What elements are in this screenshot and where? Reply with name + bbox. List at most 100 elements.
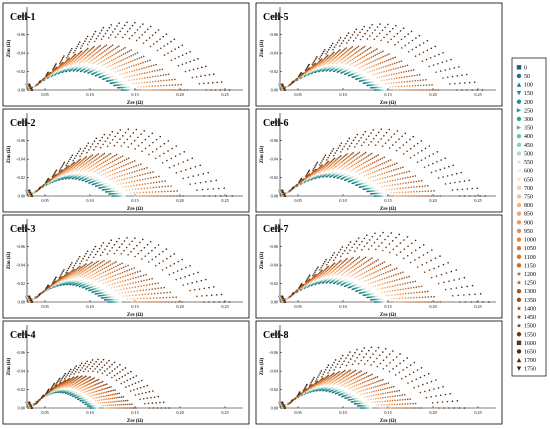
data-point xyxy=(167,301,170,303)
data-point xyxy=(148,391,151,393)
data-point xyxy=(69,51,71,54)
data-point xyxy=(93,40,96,43)
data-point xyxy=(118,246,121,249)
data-point xyxy=(93,380,96,383)
data-point xyxy=(86,51,89,54)
data-point xyxy=(173,38,176,41)
data-point xyxy=(77,160,79,163)
data-point xyxy=(145,39,148,42)
data-point xyxy=(98,277,101,279)
data-point xyxy=(132,165,135,168)
data-point xyxy=(124,33,126,36)
data-point xyxy=(123,249,125,252)
data-point xyxy=(82,380,84,383)
data-point xyxy=(101,47,103,50)
data-point xyxy=(186,89,189,91)
data-point xyxy=(152,64,155,67)
data-point xyxy=(94,380,97,382)
data-point xyxy=(127,61,130,64)
data-point xyxy=(104,32,107,35)
data-point xyxy=(106,387,109,389)
data-point xyxy=(150,182,152,184)
data-point xyxy=(114,404,117,406)
data-point xyxy=(198,288,201,290)
data-point xyxy=(151,402,154,404)
data-point xyxy=(120,288,122,291)
y-tick-label: -0.08 xyxy=(16,120,25,125)
data-point xyxy=(163,84,165,87)
data-point xyxy=(109,185,111,187)
data-point xyxy=(151,390,154,392)
data-point xyxy=(103,267,106,270)
data-point xyxy=(84,391,87,393)
data-point xyxy=(114,36,117,39)
data-point xyxy=(86,158,88,161)
data-point xyxy=(119,138,121,140)
data-point xyxy=(130,55,133,57)
data-point xyxy=(76,386,79,388)
data-point xyxy=(111,263,113,265)
data-point xyxy=(369,66,371,69)
x-tick-label: 0.05 xyxy=(41,410,48,415)
data-point xyxy=(335,59,338,61)
data-point xyxy=(171,78,173,81)
data-point xyxy=(217,187,220,190)
data-point xyxy=(138,169,141,171)
data-point xyxy=(130,79,133,81)
data-point xyxy=(67,171,69,174)
data-point xyxy=(168,166,171,169)
data-point xyxy=(203,82,205,85)
panel-frame xyxy=(2,108,250,213)
data-point xyxy=(207,82,210,84)
data-point xyxy=(131,24,134,27)
data-point xyxy=(126,237,128,239)
data-point xyxy=(168,273,171,276)
data-point xyxy=(143,385,145,388)
data-point xyxy=(52,281,55,283)
data-point xyxy=(167,140,170,142)
data-point xyxy=(117,396,119,399)
data-point xyxy=(157,190,160,193)
data-point xyxy=(112,58,115,61)
data-point xyxy=(184,70,187,73)
data-point xyxy=(111,363,113,366)
data-point xyxy=(67,174,69,176)
data-point xyxy=(82,386,85,388)
data-point xyxy=(74,49,76,52)
data-point xyxy=(77,168,79,171)
data-point xyxy=(168,84,171,87)
data-point xyxy=(129,162,132,164)
y-tick-label: -0.02 xyxy=(16,69,25,74)
data-point xyxy=(123,288,125,290)
data-point xyxy=(100,38,103,40)
data-point xyxy=(362,65,364,67)
data-point xyxy=(76,54,79,57)
data-point xyxy=(159,296,161,299)
data-point xyxy=(88,50,90,53)
data-point xyxy=(147,252,150,255)
data-point xyxy=(116,366,119,368)
data-point xyxy=(82,388,85,391)
data-point xyxy=(215,294,218,296)
data-point xyxy=(188,274,191,277)
data-point xyxy=(195,76,198,78)
data-point xyxy=(112,31,114,33)
data-point xyxy=(144,61,147,63)
data-point xyxy=(90,155,92,157)
data-point xyxy=(91,157,94,160)
data-point xyxy=(121,376,124,378)
data-point xyxy=(89,376,91,378)
y-tick-label: 0.00 xyxy=(18,194,25,199)
data-point xyxy=(30,87,33,89)
data-point xyxy=(29,191,32,194)
data-point xyxy=(107,171,109,174)
data-point xyxy=(175,278,178,281)
data-point xyxy=(93,177,96,179)
data-point xyxy=(109,152,112,155)
data-point xyxy=(164,407,167,409)
data-point xyxy=(102,143,104,146)
data-point xyxy=(397,85,400,88)
data-point xyxy=(114,282,116,285)
data-point xyxy=(81,45,83,47)
data-point xyxy=(145,279,148,281)
